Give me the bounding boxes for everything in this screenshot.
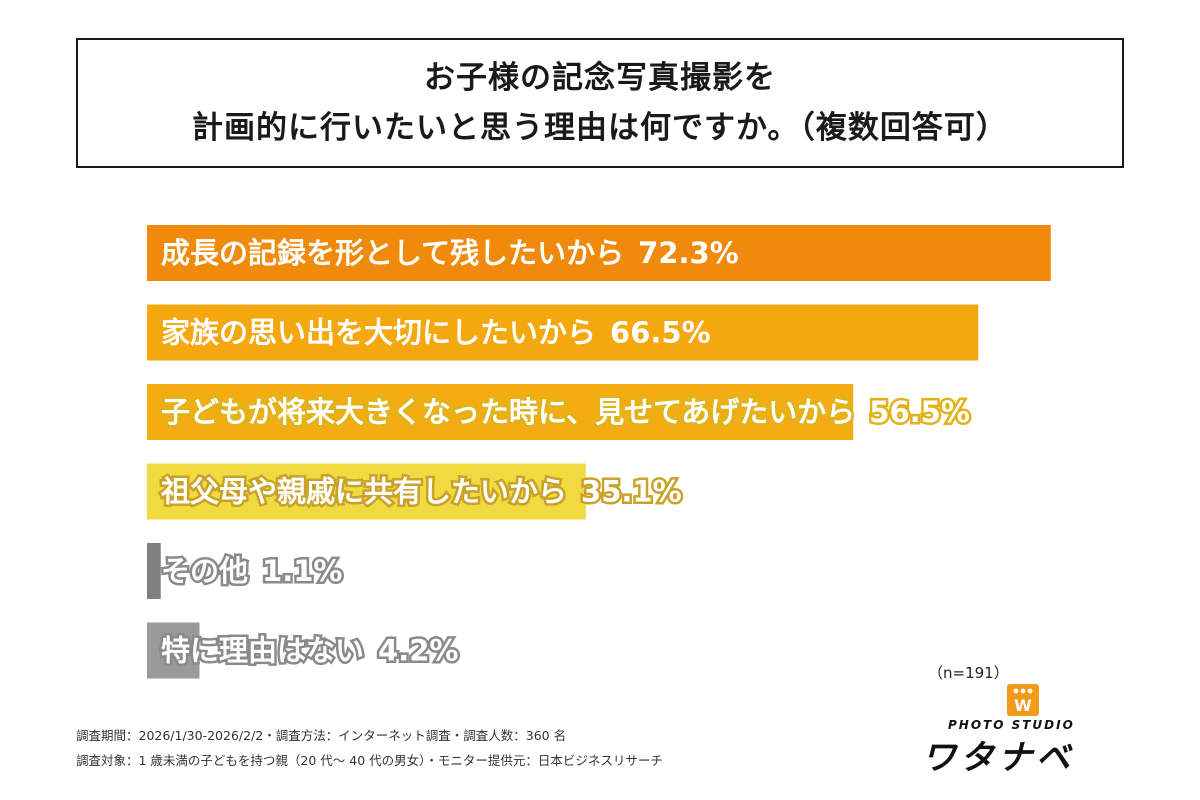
category-label-1: 成長の記録を形として残したいから <box>161 236 624 270</box>
title-line-1: お子様の記念写真撮影を <box>424 60 776 96</box>
category-label-5: その他 <box>161 554 248 588</box>
value-label-2: 66.5% <box>610 316 711 350</box>
bar-label-6: 特に理由はない 4.2% <box>161 634 458 668</box>
title-line-2: 計画的に行いたいと思う理由は何ですか。（複数回答可） <box>192 110 1008 146</box>
value-label-6: 4.2% <box>378 634 458 668</box>
value-label-4: 35.1% <box>581 475 682 509</box>
logo-mark-letter: W <box>1014 696 1032 715</box>
logo-mark-icon: W <box>1007 684 1039 716</box>
value-label-5: 1.1% <box>262 554 342 588</box>
bar-label-4: 祖父母や親戚に共有したいから 35.1% <box>161 475 682 509</box>
category-label-2: 家族の思い出を大切にしたいから <box>161 316 596 350</box>
logo-studio-text: PHOTO STUDIO <box>948 718 1075 732</box>
bar-label-3: 子どもが将来大きくなった時に、見せてあげたいから 56.5% <box>161 395 970 429</box>
bar-1 <box>147 225 1051 281</box>
bar-label-2: 家族の思い出を大切にしたいから 66.5% <box>161 316 711 350</box>
bar-4 <box>147 463 586 520</box>
bar-3 <box>147 384 854 440</box>
logo-name-text: ワタナベ <box>922 738 1074 778</box>
footnote-survey-target: 調査対象：1 歳未満の子どもを持つ親（20 代～ 40 代の男女）・モニター提供… <box>76 753 663 768</box>
bar-2 <box>147 304 979 361</box>
bar-5 <box>147 543 161 599</box>
footnote-survey-period: 調査期間：2026/1/30-2026/2/2・調査方法：インターネット調査・調… <box>76 728 567 743</box>
category-label-6: 特に理由はない <box>161 634 364 668</box>
value-label-1: 72.3% <box>638 236 739 270</box>
category-label-3: 子どもが将来大きくなった時に、見せてあげたいから <box>161 395 855 429</box>
sample-size: （n=191） <box>928 664 1009 682</box>
bar-label-5: その他 1.1% <box>161 554 342 588</box>
photo-studio-logo: W PHOTO STUDIO ワタナベ <box>918 684 1128 778</box>
title-box: お子様の記念写真撮影を 計画的に行いたいと思う理由は何ですか。（複数回答可） <box>76 38 1124 168</box>
bar-chart: 成長の記録を形として残したいから 72.3% 家族の思い出を大切にしたいから 66.5… <box>147 225 1051 679</box>
value-label-3: 56.5% <box>869 395 970 429</box>
bar-6 <box>147 622 200 679</box>
category-label-4: 祖父母や親戚に共有したいから <box>161 475 567 509</box>
bar-label-1: 成長の記録を形として残したいから 72.3% <box>161 236 739 270</box>
